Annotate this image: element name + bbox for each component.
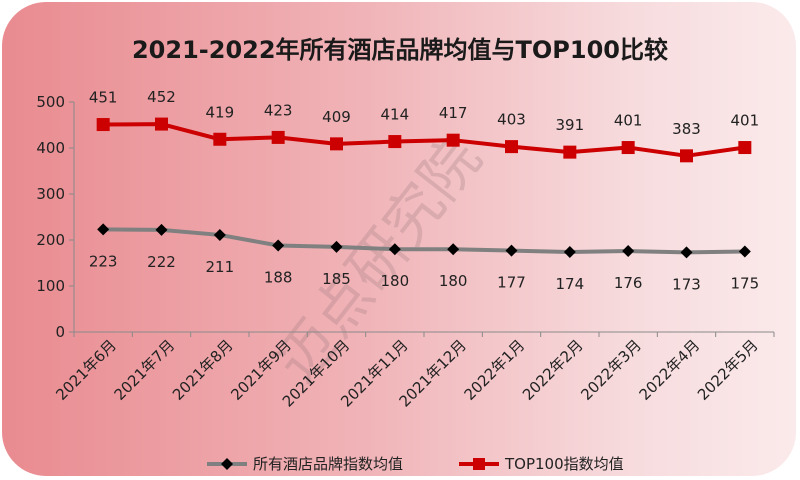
series-layer [96, 117, 752, 259]
y-tick-label: 300 [36, 185, 65, 203]
x-tick-label: 2021年7月 [111, 336, 179, 404]
data-label: 180 [439, 272, 468, 290]
data-point [155, 223, 168, 236]
data-point [447, 243, 460, 256]
data-label: 401 [614, 112, 643, 130]
data-point [155, 117, 168, 131]
data-label: 176 [614, 274, 643, 292]
data-label: 401 [731, 112, 760, 130]
data-label: 223 [89, 252, 118, 270]
legend-label: TOP100指数均值 [504, 455, 624, 473]
data-label: 180 [381, 272, 410, 290]
data-label: 211 [206, 258, 235, 276]
data-point [96, 118, 110, 132]
data-point [738, 141, 752, 155]
data-point [388, 243, 401, 256]
x-tick-label: 2022年2月 [519, 336, 587, 404]
y-tick-label: 400 [36, 139, 65, 157]
x-tick-label: 2021年6月 [52, 336, 120, 404]
data-label: 174 [556, 275, 585, 293]
y-tick-label: 200 [36, 231, 65, 249]
data-point [213, 228, 226, 241]
data-point [563, 145, 577, 159]
data-label: 383 [672, 120, 701, 138]
data-labels: 223 222 211 188 185 180 180 177 174 176 173 175 451 4… [89, 88, 759, 293]
data-point [446, 133, 460, 147]
x-tick-label: 2022年5月 [694, 336, 762, 404]
data-label: 175 [731, 275, 760, 293]
data-point [271, 130, 285, 144]
y-tick-label: 0 [55, 323, 65, 341]
series-line-2 [103, 122, 746, 158]
legend-label: 所有酒店品牌指数均值 [253, 455, 403, 473]
data-label: 222 [147, 253, 176, 271]
x-tick-label: 2022年1月 [461, 336, 529, 404]
data-point [213, 132, 227, 146]
data-label: 414 [381, 106, 410, 124]
data-label: 417 [439, 104, 468, 122]
data-label: 391 [556, 116, 585, 134]
data-label: 403 [497, 111, 526, 129]
y-tick-label: 100 [36, 277, 65, 295]
data-point [505, 244, 518, 257]
data-point [388, 135, 402, 149]
chart-title: 2021-2022年所有酒店品牌均值与TOP100比较 [132, 36, 668, 64]
x-tick-label: 2022年3月 [577, 336, 645, 404]
data-label: 423 [264, 101, 293, 119]
x-tick-label: 2022年4月 [636, 336, 704, 404]
data-point [680, 246, 693, 259]
data-point [622, 245, 635, 258]
data-point [621, 141, 635, 155]
data-label: 452 [147, 88, 176, 106]
legend: 所有酒店品牌指数均值 TOP100指数均值 [207, 455, 624, 473]
data-label: 185 [322, 270, 351, 288]
data-point [97, 223, 110, 236]
data-label: 188 [264, 269, 293, 287]
data-label: 173 [672, 275, 701, 293]
y-tick-label: 500 [36, 93, 65, 111]
data-point [680, 149, 693, 163]
data-label: 419 [206, 103, 235, 121]
x-tick-label: 2021年8月 [169, 336, 237, 404]
data-label: 177 [497, 274, 526, 292]
data-label: 409 [322, 108, 351, 126]
data-point [272, 239, 285, 252]
legend-marker [221, 458, 233, 470]
series-line-1 [103, 227, 745, 255]
data-point [563, 245, 576, 258]
data-point [330, 137, 343, 151]
data-point [330, 240, 343, 253]
data-point [738, 245, 751, 258]
legend-marker [473, 458, 485, 470]
data-point [505, 140, 518, 154]
data-label: 451 [89, 89, 118, 107]
